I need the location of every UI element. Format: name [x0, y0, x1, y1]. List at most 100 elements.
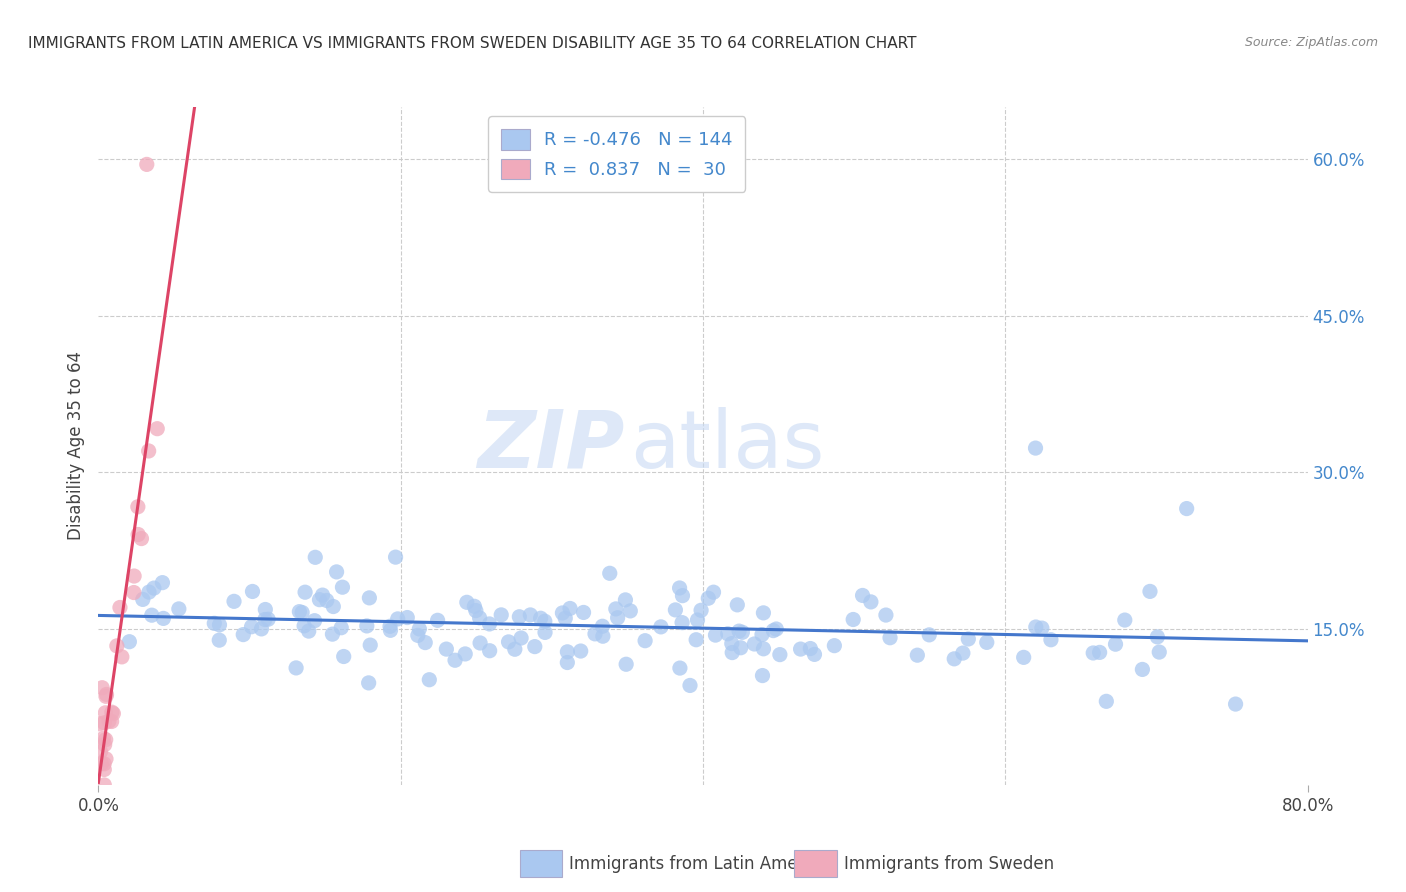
Point [1114, 613, 1136, 627]
Point [285, 661, 308, 675]
Text: IMMIGRANTS FROM LATIN AMERICA VS IMMIGRANTS FROM SWEDEN DISABILITY AGE 35 TO 64 : IMMIGRANTS FROM LATIN AMERICA VS IMMIGRA… [28, 36, 917, 51]
Point [132, 592, 155, 607]
Point [823, 639, 845, 653]
Point [93, 763, 115, 777]
Point [1132, 662, 1154, 676]
Point [534, 625, 557, 640]
Point [875, 608, 897, 623]
Point [851, 589, 873, 603]
Text: Immigrants from Latin America: Immigrants from Latin America [569, 855, 828, 873]
Point [508, 609, 530, 624]
Point [96, 687, 118, 701]
Point [380, 624, 402, 638]
Point [1139, 584, 1161, 599]
Point [1149, 645, 1171, 659]
Point [591, 619, 613, 633]
Point [291, 606, 314, 620]
Point [789, 642, 811, 657]
Point [308, 592, 330, 607]
Point [152, 611, 174, 625]
Point [138, 585, 160, 599]
Point [685, 632, 707, 647]
Point [94, 732, 117, 747]
Point [1088, 645, 1111, 659]
Point [359, 638, 381, 652]
Point [142, 581, 165, 595]
Text: atlas: atlas [630, 407, 825, 485]
Text: Immigrants from Sweden: Immigrants from Sweden [844, 855, 1053, 873]
Point [503, 642, 526, 657]
Point [463, 599, 485, 614]
Point [93, 778, 115, 792]
Point [127, 527, 149, 541]
Point [1104, 637, 1126, 651]
Point [717, 627, 740, 641]
Point [91, 681, 114, 695]
Point [464, 603, 486, 617]
Point [93, 731, 115, 746]
Point [671, 589, 693, 603]
Point [1083, 646, 1105, 660]
Point [1146, 630, 1168, 644]
Point [304, 614, 326, 628]
Point [721, 646, 744, 660]
Point [240, 620, 263, 634]
Point [943, 652, 966, 666]
Point [704, 628, 727, 642]
Point [322, 599, 344, 614]
Point [957, 632, 980, 646]
Y-axis label: Disability Age 35 to 64: Disability Age 35 to 64 [66, 351, 84, 541]
Point [751, 668, 773, 682]
Point [752, 606, 775, 620]
Point [202, 616, 225, 631]
Point [356, 619, 378, 633]
Point [634, 633, 657, 648]
Point [468, 611, 491, 625]
Point [1039, 632, 1062, 647]
Point [728, 624, 751, 639]
Point [222, 594, 245, 608]
Point [690, 603, 713, 617]
Point [664, 603, 686, 617]
Point [434, 642, 457, 657]
Point [292, 619, 315, 633]
Text: ZIP: ZIP [477, 407, 624, 485]
Point [311, 588, 333, 602]
Point [456, 595, 478, 609]
Point [720, 637, 742, 651]
Point [152, 575, 174, 590]
Point [413, 635, 436, 649]
Point [744, 637, 766, 651]
Point [288, 605, 311, 619]
Point [1024, 441, 1046, 455]
Point [489, 607, 512, 622]
Point [89, 745, 111, 759]
Point [572, 606, 595, 620]
Point [101, 705, 124, 719]
Point [1095, 694, 1118, 708]
Point [731, 625, 754, 640]
Point [131, 532, 153, 546]
Point [93, 756, 115, 771]
Point [879, 631, 901, 645]
Point [89, 716, 111, 731]
Text: Source: ZipAtlas.com: Source: ZipAtlas.com [1244, 36, 1378, 49]
Point [232, 627, 254, 641]
Legend: R = -0.476   N = 144, R =  0.837   N =  30: R = -0.476 N = 144, R = 0.837 N = 30 [488, 116, 745, 192]
Point [94, 752, 117, 766]
Point [325, 565, 347, 579]
Point [332, 649, 354, 664]
Point [669, 661, 692, 675]
Point [105, 639, 128, 653]
Point [554, 611, 576, 625]
Point [122, 569, 145, 583]
Point [918, 628, 941, 642]
Point [408, 622, 430, 636]
Point [315, 593, 337, 607]
Point [799, 641, 821, 656]
Point [100, 714, 122, 729]
Point [605, 602, 627, 616]
Point [426, 613, 449, 627]
Point [702, 585, 724, 599]
Point [103, 706, 125, 721]
